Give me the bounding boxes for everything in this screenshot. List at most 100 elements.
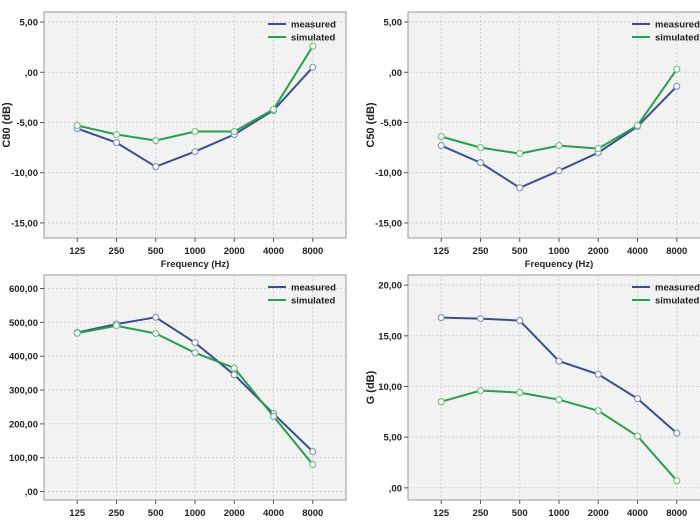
x-tick-label: 8000 [302, 246, 323, 257]
data-point-simulated [516, 150, 524, 158]
x-tick-label: 4000 [263, 508, 284, 519]
y-tick-label: 5,00 [20, 18, 39, 29]
y-axis-label: G (dB) [365, 370, 377, 404]
y-tick-label: 400,00 [9, 352, 38, 363]
data-point-simulated [152, 329, 160, 338]
y-tick-label: -10,00 [375, 168, 402, 179]
data-point-measured [516, 317, 524, 325]
legend-label-simulated: simulated [291, 296, 336, 307]
legend-label-measured: measured [655, 20, 700, 31]
legend-label-simulated: simulated [655, 33, 700, 44]
series-layer [437, 65, 681, 192]
data-point-simulated [673, 477, 681, 485]
x-tick-label: 250 [109, 246, 125, 257]
x-tick-label: 1000 [548, 508, 569, 519]
data-point-simulated [73, 121, 81, 130]
chart-panel-4: 125 250 500 1000 2000 4000 8000 ,00 5,00 10,00 15,… [365, 274, 700, 519]
x-tick-label: 4000 [627, 246, 648, 257]
x-tick-label: 250 [109, 508, 125, 519]
data-point-measured [594, 370, 602, 378]
data-point-measured [152, 313, 160, 321]
data-point-simulated [191, 127, 199, 136]
data-point-simulated [309, 460, 317, 469]
y-axis-label: C50 (dB) [365, 102, 377, 148]
data-point-simulated [309, 42, 317, 50]
legend-label-simulated: simulated [291, 33, 336, 44]
data-point-simulated [230, 364, 238, 372]
x-tick-label: 500 [148, 246, 164, 257]
data-point-simulated [594, 145, 602, 153]
data-point-measured [437, 314, 445, 322]
x-axis-label: Frequency (Hz) [525, 259, 594, 270]
data-point-measured [633, 395, 642, 403]
data-point-measured [673, 429, 681, 437]
data-point-measured [309, 63, 317, 71]
data-point-measured [152, 163, 160, 171]
y-tick-label: ,00 [25, 68, 38, 79]
y-tick-label: -5,00 [16, 118, 38, 129]
data-point-simulated [73, 329, 81, 337]
data-point-simulated [476, 386, 485, 395]
y-tick-label: 500,00 [9, 318, 38, 329]
y-tick-label: 600,00 [9, 284, 38, 295]
y-tick-label: 10,00 [378, 382, 402, 393]
data-point-simulated [555, 142, 563, 150]
data-point-measured [112, 139, 121, 147]
x-tick-label: 1000 [548, 246, 569, 257]
legend-label-measured: measured [655, 283, 700, 294]
data-point-simulated [673, 65, 681, 73]
series-layer [73, 42, 317, 171]
chart-panel-2: 125 250 500 1000 2000 4000 8000 -15,00 -10,00 -5,… [365, 11, 700, 270]
data-point-simulated [112, 130, 121, 139]
x-tick-label: 125 [433, 508, 450, 519]
data-point-simulated [230, 127, 238, 136]
x-tick-label: 125 [433, 246, 450, 257]
data-point-simulated [555, 396, 563, 404]
data-point-simulated [152, 137, 160, 145]
y-tick-label: -5,00 [380, 118, 402, 129]
x-tick-label: 1000 [184, 508, 205, 519]
x-tick-label: 500 [148, 508, 164, 519]
x-tick-label: 2000 [224, 246, 245, 257]
data-point-measured [555, 357, 563, 365]
x-tick-label: 8000 [302, 508, 323, 519]
x-axis-label: Frequency (Hz) [161, 259, 230, 270]
y-tick-label: ,00 [389, 483, 402, 494]
data-point-simulated [633, 432, 642, 440]
y-tick-label: 15,00 [378, 331, 402, 342]
legend-label-measured: measured [291, 283, 336, 294]
series-layer [73, 313, 317, 469]
x-tick-label: 500 [512, 508, 528, 519]
data-point-measured [476, 315, 485, 323]
legend-label-measured: measured [291, 20, 336, 31]
y-tick-label: -15,00 [11, 218, 38, 229]
data-point-measured [309, 448, 317, 456]
x-tick-label: 250 [473, 246, 489, 257]
x-tick-label: 2000 [588, 508, 609, 519]
data-point-measured [555, 167, 563, 175]
data-point-simulated [594, 407, 602, 415]
data-point-measured [476, 159, 485, 167]
data-point-measured [191, 339, 199, 347]
data-point-simulated [437, 398, 445, 406]
y-tick-label: 200,00 [9, 419, 38, 430]
y-tick-label: 5,00 [384, 433, 403, 444]
data-point-simulated [191, 349, 199, 357]
x-tick-label: 8000 [666, 508, 687, 519]
y-tick-label: -10,00 [11, 168, 38, 179]
y-tick-label: 300,00 [9, 386, 38, 397]
data-point-simulated [437, 133, 445, 141]
data-point-simulated [476, 144, 485, 152]
y-tick-label: ,00 [389, 68, 402, 79]
x-tick-label: 4000 [263, 246, 284, 257]
x-tick-label: 250 [473, 508, 489, 519]
x-tick-label: 125 [69, 508, 86, 519]
series-layer [437, 314, 681, 485]
chart-panel-3: 125 250 500 1000 2000 4000 8000 ,00 100,00 200,00… [9, 274, 347, 519]
data-point-measured [230, 371, 238, 379]
data-point-measured [673, 82, 681, 90]
y-axis-label: C80 (dB) [1, 102, 13, 148]
y-tick-label: 5,00 [384, 18, 403, 29]
data-point-simulated [112, 322, 121, 330]
